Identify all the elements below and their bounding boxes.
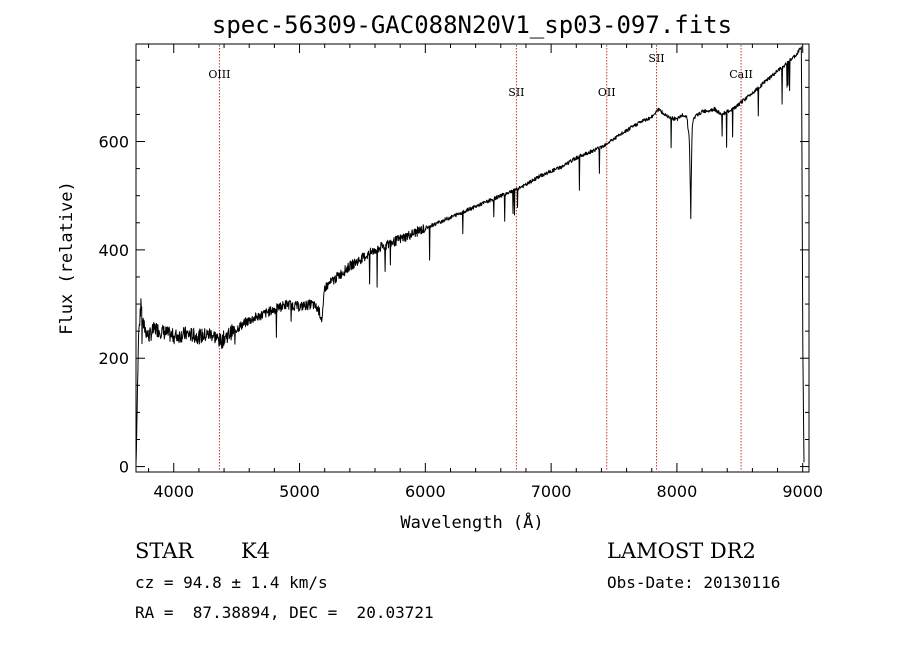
plot-frame <box>135 43 810 473</box>
marker-label: OIII <box>208 68 230 81</box>
radec-line: RA = 87.38894, DEC = 20.03721 <box>135 603 434 622</box>
x-tick-label: 7000 <box>531 482 572 501</box>
redshift-line: cz = 94.8 ± 1.4 km/s <box>135 573 328 592</box>
marker-label: OII <box>598 86 616 99</box>
y-tick-label: 400 <box>98 241 129 260</box>
x-tick-label: 5000 <box>279 482 320 501</box>
y-tick-label: 200 <box>98 349 129 368</box>
marker-label: CaII <box>729 68 753 81</box>
x-tick-label: 6000 <box>405 482 446 501</box>
x-tick-label: 8000 <box>657 482 698 501</box>
x-tick-label: 9000 <box>782 482 823 501</box>
chart-title: spec-56309-GAC088N20V1_sp03-097.fits <box>212 11 732 39</box>
object-subclass: K4 <box>241 539 271 563</box>
survey-name: LAMOST DR2 <box>607 539 756 563</box>
y-tick-label: 600 <box>98 133 129 152</box>
object-class: STAR <box>135 539 194 563</box>
spectrum-plot: spec-56309-GAC088N20V1_sp03-097.fits Flu… <box>57 11 823 533</box>
marker-label: SII <box>508 86 524 99</box>
obs-date-line: Obs-Date: 20130116 <box>607 573 781 592</box>
x-tick-label: 4000 <box>153 482 194 501</box>
marker-label: SII <box>648 52 664 65</box>
spectrum-line <box>135 46 805 465</box>
x-axis-title: Wavelength (Å) <box>400 511 543 533</box>
plot-area: 4000 5000 6000 7000 8000 9000 0 200 400 600 OIII SI… <box>98 43 823 501</box>
y-tick-label: 0 <box>119 458 129 477</box>
y-axis-title: Flux (relative) <box>57 181 77 335</box>
